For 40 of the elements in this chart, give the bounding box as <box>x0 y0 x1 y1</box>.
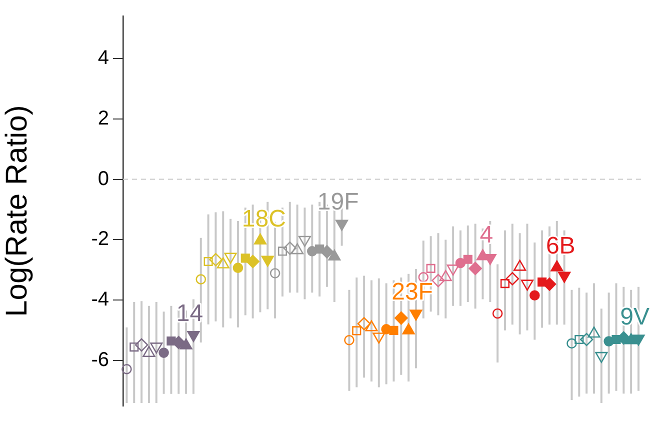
series-label: 19F <box>317 188 359 216</box>
point <box>344 334 354 346</box>
y-tick-label: 4 <box>98 46 109 69</box>
series-label: 9V <box>620 304 650 331</box>
y-tick-label: -4 <box>91 288 109 311</box>
point <box>291 243 304 254</box>
point <box>455 258 466 268</box>
series-label: 14 <box>176 300 204 327</box>
y-axis-title: Log(Rate Ratio) <box>0 105 34 317</box>
y-tick-label: -6 <box>91 349 109 372</box>
point <box>389 326 398 335</box>
point <box>158 348 169 358</box>
point <box>566 338 577 349</box>
point <box>130 342 139 352</box>
series-label: 23F <box>392 278 433 306</box>
series-label: 18C <box>242 206 286 233</box>
series-label: 4 <box>480 221 494 248</box>
point <box>216 257 230 268</box>
point <box>196 274 206 284</box>
y-tick-label: 0 <box>98 168 109 190</box>
point <box>468 262 482 276</box>
point <box>352 326 362 336</box>
point <box>232 262 244 273</box>
point <box>432 274 445 288</box>
point <box>246 254 260 268</box>
point <box>530 290 540 300</box>
point <box>328 250 341 261</box>
point <box>122 364 132 374</box>
y-tick-label: -2 <box>91 228 109 250</box>
point <box>209 253 222 266</box>
point <box>418 272 429 282</box>
point <box>254 233 266 245</box>
point <box>439 270 452 282</box>
point <box>492 308 503 319</box>
point <box>514 260 526 271</box>
point <box>270 268 280 278</box>
point <box>574 334 584 344</box>
series-label: 6B <box>546 232 576 260</box>
y-tick-label: 2 <box>98 107 109 130</box>
point <box>550 260 564 272</box>
